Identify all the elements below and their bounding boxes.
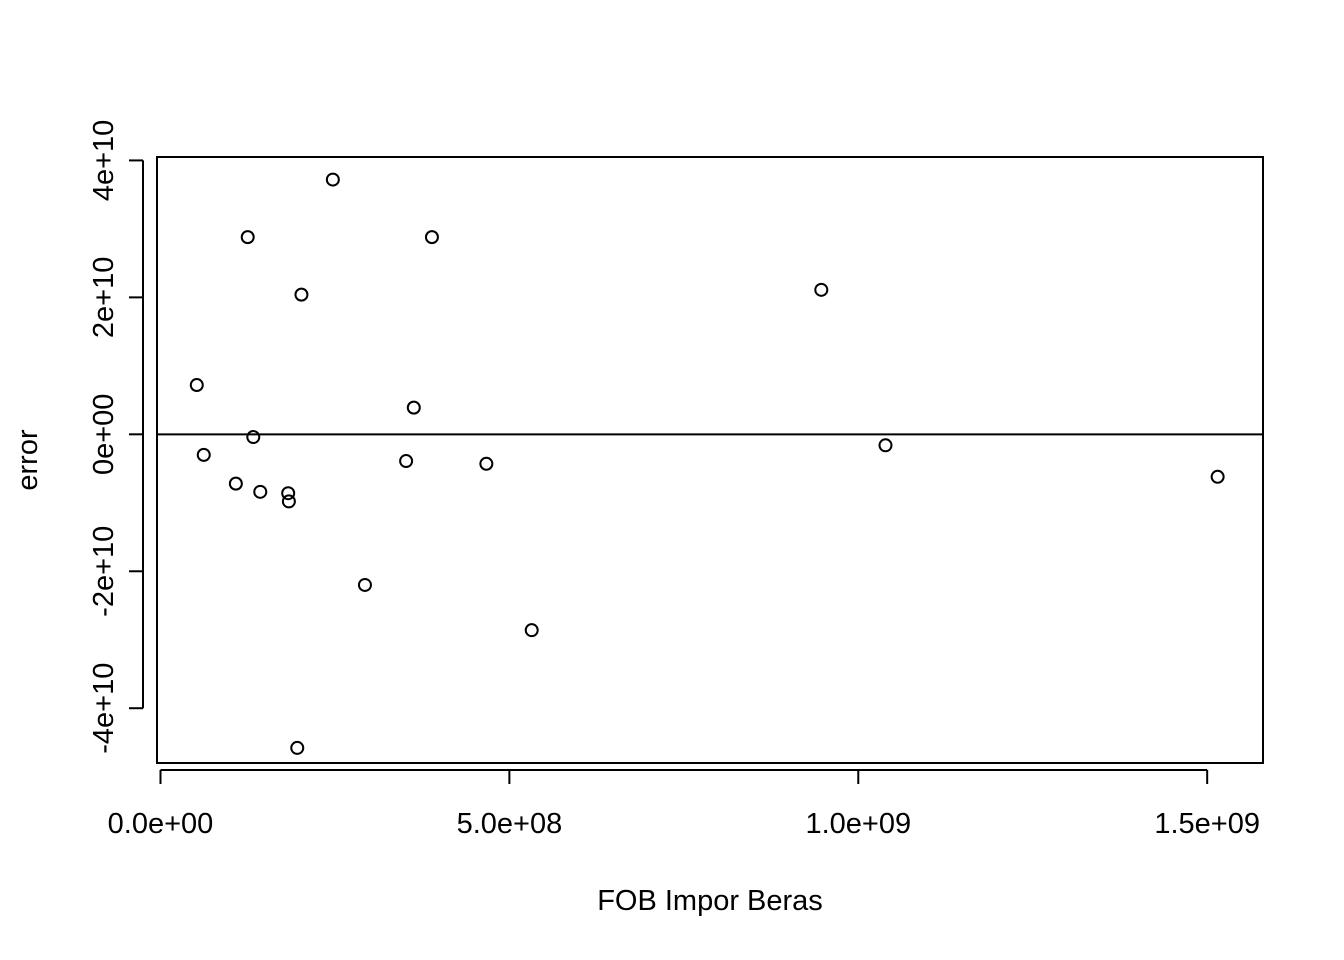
scatter-point xyxy=(399,454,414,469)
y-tick-label: 4e+10 xyxy=(88,120,120,201)
x-tick-label: 5.0e+08 xyxy=(457,808,563,840)
scatter-point xyxy=(814,282,829,297)
scatter-point xyxy=(294,287,309,302)
scatter-point xyxy=(1210,469,1225,484)
scatter-point xyxy=(253,484,268,499)
y-axis: -4e+10 -2e+10 0e+00 2e+10 4e+10 xyxy=(88,120,144,754)
scatter-point xyxy=(357,577,372,592)
scatter-point xyxy=(325,172,340,187)
scatter-point xyxy=(196,447,211,462)
data-points xyxy=(189,172,1225,755)
x-tick-label: 1.5e+09 xyxy=(1154,808,1260,840)
y-tick-label: -2e+10 xyxy=(88,526,120,617)
scatter-point xyxy=(246,430,261,445)
y-tick-label: 0e+00 xyxy=(88,394,120,475)
scatter-point xyxy=(281,494,296,509)
x-tick-label: 1.0e+09 xyxy=(805,808,911,840)
x-axis-label: FOB Impor Beras xyxy=(597,885,823,917)
x-tick-label: 0.0e+00 xyxy=(108,808,214,840)
scatter-point xyxy=(424,230,439,245)
scatter-point xyxy=(189,378,204,393)
y-tick-label: -4e+10 xyxy=(88,663,120,754)
scatter-point xyxy=(406,400,421,415)
scatter-point xyxy=(524,623,539,638)
y-axis-label: error xyxy=(12,429,44,491)
y-tick-label: 2e+10 xyxy=(88,257,120,338)
scatter-point xyxy=(240,230,255,245)
scatter-point xyxy=(479,456,494,471)
scatter-point xyxy=(290,740,305,755)
scatter-point xyxy=(281,486,296,501)
scatter-point xyxy=(878,438,893,453)
x-axis: 0.0e+00 5.0e+08 1.0e+09 1.5e+09 xyxy=(108,769,1260,840)
plot-frame xyxy=(156,156,1264,764)
scatter-point xyxy=(228,476,243,491)
